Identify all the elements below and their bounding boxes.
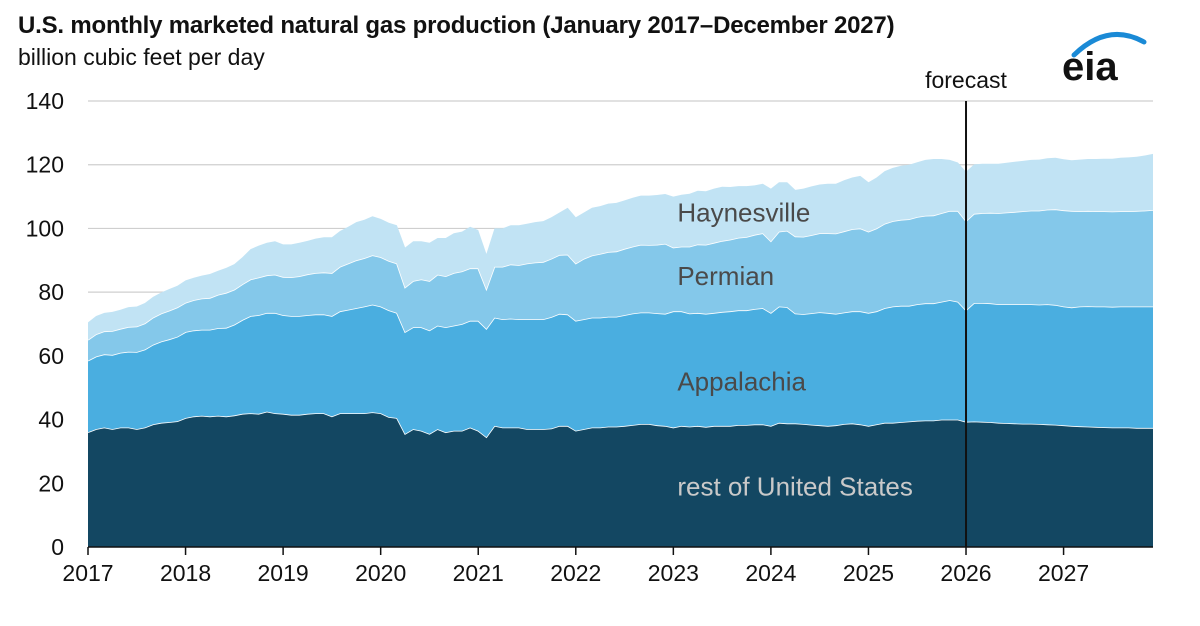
x-axis: 2017 2018 2019 2020 2021 2022 2023 2024 2025 2026… [62,546,1153,586]
forecast-label: forecast [925,67,1007,93]
y-tick-label: 140 [26,88,64,114]
x-tick-label: 2019 [258,560,309,586]
x-tick-label: 2025 [843,560,894,586]
y-tick-label: 20 [38,470,64,496]
x-tick-label: 2026 [940,560,991,586]
x-tick-label: 2017 [62,560,113,586]
x-tick-label: 2021 [453,560,504,586]
eia-logo-arc [1071,31,1147,58]
chart-title: U.S. monthly marketed natural gas produc… [18,12,895,39]
area-haynesville [88,153,1153,340]
area-label: Permian [677,261,774,291]
eia-logo: eia [1062,31,1147,88]
area-label: rest of United States [677,471,913,501]
eia-logo-text: eia [1062,45,1118,88]
y-tick-label: 60 [38,343,64,369]
x-tick-label: 2020 [355,560,406,586]
stacked-areas [87,153,1154,547]
y-tick-label: 80 [38,279,64,305]
y-tick-label: 0 [51,534,64,560]
area-permian [88,209,1153,361]
area-appalachia [88,300,1153,438]
x-tick-label: 2022 [550,560,601,586]
chart-subtitle: billion cubic feet per day [18,44,265,70]
y-tick-label: 120 [26,152,64,178]
x-tick-label: 2018 [160,560,211,586]
area-labels: Haynesville Permian Appalachia rest of Unit… [677,198,913,502]
y-axis: 0 20 40 60 80 100 120 140 [26,88,64,560]
y-tick-label: 100 [26,215,64,241]
area-rest [88,411,1153,547]
x-tick-label: 2024 [745,560,796,586]
x-tick-label: 2023 [648,560,699,586]
area-label: Haynesville [677,198,810,228]
x-tick-label: 2027 [1038,560,1089,586]
y-tick-label: 40 [38,407,64,433]
area-label: Appalachia [677,366,806,396]
forecast-marker: forecast [925,67,1008,547]
